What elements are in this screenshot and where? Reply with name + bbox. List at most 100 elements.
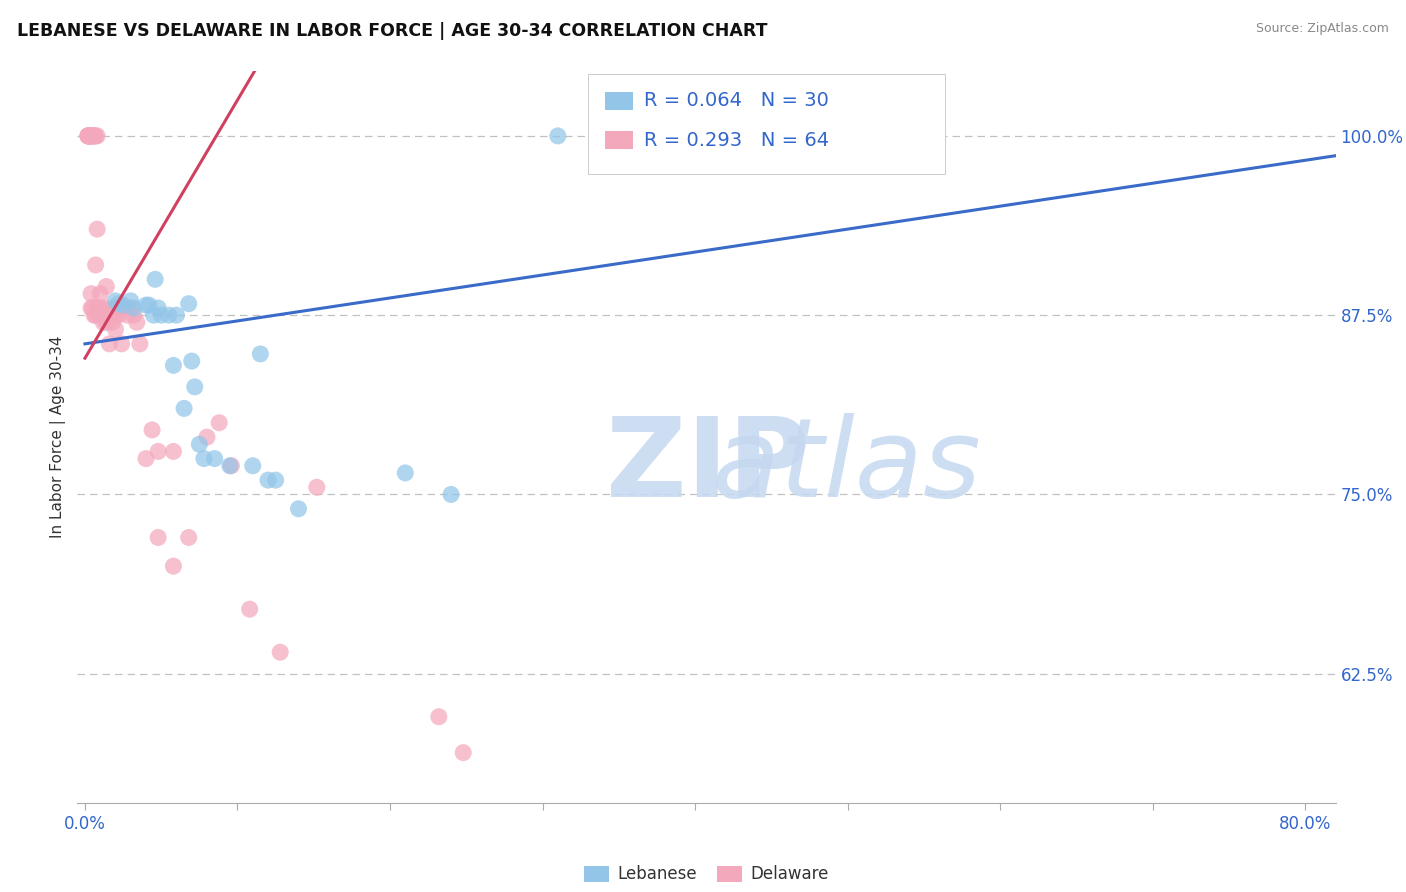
Point (257, 473, 280, 487)
Point (142, 308, 165, 322)
Point (135, 298, 157, 312)
Point (89, 301, 111, 315)
Point (120, 293, 142, 308)
Point (77, 128, 100, 143)
Point (547, 128, 569, 143)
Point (177, 296, 200, 310)
Point (117, 308, 139, 322)
Point (162, 444, 184, 458)
Point (135, 451, 157, 466)
Point (125, 315, 148, 329)
Point (104, 293, 127, 308)
Point (427, 710, 450, 724)
Point (239, 602, 262, 616)
Point (84, 128, 107, 143)
Point (150, 308, 173, 322)
Point (80, 301, 103, 315)
Point (138, 298, 160, 312)
Y-axis label: In Labor Force | Age 30-34: In Labor Force | Age 30-34 (51, 335, 66, 539)
Point (146, 444, 169, 458)
Point (107, 308, 129, 322)
Text: atlas: atlas (606, 413, 980, 520)
Point (91, 315, 114, 329)
Point (249, 347, 271, 361)
Point (166, 308, 188, 322)
Point (204, 451, 226, 466)
Point (242, 458, 264, 473)
Point (218, 458, 240, 473)
Point (89, 308, 111, 322)
Point (269, 645, 291, 659)
Point (94, 301, 117, 315)
Point (79, 128, 101, 143)
Point (80, 286, 103, 301)
Point (79, 128, 101, 143)
Point (143, 272, 166, 286)
Point (221, 458, 243, 473)
Text: LEBANESE VS DELAWARE IN LABOR FORCE | AGE 30-34 CORRELATION CHART: LEBANESE VS DELAWARE IN LABOR FORCE | AG… (17, 22, 768, 40)
Point (82, 128, 104, 143)
Point (101, 315, 124, 329)
Point (83, 128, 105, 143)
Point (188, 437, 211, 451)
Point (89, 286, 111, 301)
Text: Source: ZipAtlas.com: Source: ZipAtlas.com (1256, 22, 1389, 36)
Point (173, 401, 195, 416)
Point (112, 298, 135, 312)
Text: R = 0.064   N = 30: R = 0.064 N = 30 (644, 91, 828, 111)
Text: ZIP: ZIP (606, 413, 810, 520)
Point (451, 746, 474, 760)
Point (80, 128, 103, 143)
Point (104, 301, 127, 315)
Point (110, 336, 132, 351)
Point (114, 301, 136, 315)
Point (98, 308, 121, 322)
Point (305, 480, 328, 494)
Point (128, 336, 150, 351)
Point (96, 315, 118, 329)
Point (77, 128, 100, 143)
Point (146, 301, 169, 315)
Point (104, 308, 127, 322)
Point (84, 258, 107, 272)
Point (120, 301, 142, 315)
Point (162, 559, 184, 574)
Point (122, 308, 145, 322)
Point (162, 359, 184, 373)
Point (394, 466, 416, 480)
Point (287, 501, 309, 516)
Point (91, 308, 114, 322)
Point (195, 430, 218, 444)
Point (79, 128, 101, 143)
Text: R = 0.293   N = 64: R = 0.293 N = 64 (644, 130, 830, 150)
Point (264, 473, 287, 487)
Point (104, 322, 127, 336)
Point (122, 301, 145, 315)
Point (77, 128, 100, 143)
Point (193, 451, 215, 466)
Point (180, 354, 202, 368)
Point (103, 301, 125, 315)
Point (157, 308, 180, 322)
Point (107, 296, 129, 310)
Point (184, 380, 207, 394)
Point (77, 128, 100, 143)
Point (87, 308, 110, 322)
Point (84, 308, 107, 322)
Point (86, 128, 108, 143)
Point (440, 487, 463, 501)
Point (79, 128, 101, 143)
Point (86, 222, 108, 236)
Point (83, 308, 105, 322)
Point (146, 531, 169, 545)
Point (141, 423, 163, 437)
Point (82, 128, 104, 143)
Point (96, 279, 118, 293)
Point (87, 301, 110, 315)
Legend: Lebanese, Delaware: Lebanese, Delaware (578, 859, 835, 890)
Point (86, 301, 108, 315)
Point (82, 301, 104, 315)
Point (208, 416, 231, 430)
Point (98, 336, 121, 351)
Point (83, 128, 105, 143)
